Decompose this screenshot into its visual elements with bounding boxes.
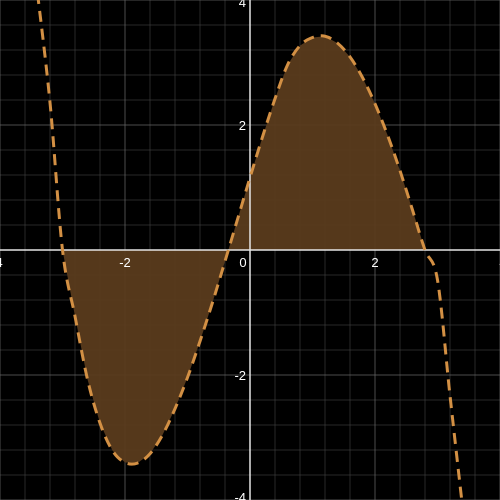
x-tick-label: -2 <box>119 255 131 270</box>
x-tick-label: 0 <box>239 255 246 270</box>
x-tick-label: 2 <box>371 255 378 270</box>
x-tick-label: -4 <box>0 255 3 270</box>
y-tick-label: -4 <box>234 490 246 500</box>
y-tick-label: -2 <box>234 368 246 383</box>
y-tick-label: 4 <box>239 0 246 10</box>
y-tick-label: 2 <box>239 118 246 133</box>
function-curve <box>36 0 464 500</box>
curve <box>36 0 464 500</box>
